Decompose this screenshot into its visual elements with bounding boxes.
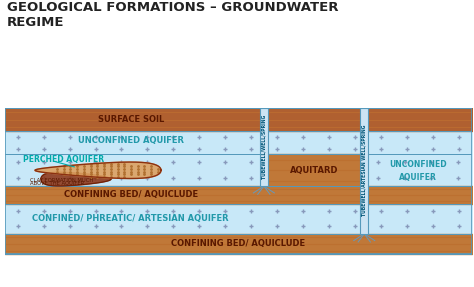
Bar (260, 108, 268, 186)
Text: UNCONFINED AQUIFER: UNCONFINED AQUIFER (78, 136, 184, 145)
Polygon shape (41, 172, 111, 186)
Text: CONFINED/ PHREATIC/ ARTESIAN AQUIFER: CONFINED/ PHREATIC/ ARTESIAN AQUIFER (33, 214, 229, 223)
Text: CONFINING BED/ AQUICLUDE: CONFINING BED/ AQUICLUDE (171, 239, 305, 249)
Text: PERCHED AQUIFER: PERCHED AQUIFER (23, 155, 105, 164)
Text: CLAY FORMATION MUCH: CLAY FORMATION MUCH (30, 178, 94, 183)
Text: UNCONFINED: UNCONFINED (389, 160, 447, 170)
Polygon shape (35, 162, 161, 179)
Text: CONFINING BED/ AQUICLUDE: CONFINING BED/ AQUICLUDE (64, 191, 198, 199)
Bar (5, 108, 472, 254)
Text: TUBEWELL/WELL/SPRING: TUBEWELL/WELL/SPRING (261, 115, 266, 179)
Text: SURFACE SOIL: SURFACE SOIL (98, 115, 164, 124)
Text: ABOVE THE AQUIFER: ABOVE THE AQUIFER (30, 181, 85, 185)
Text: TUBEWELL/ARTESIAN WELL/SPRING: TUBEWELL/ARTESIAN WELL/SPRING (362, 125, 367, 216)
Text: AQUIFER: AQUIFER (399, 173, 437, 182)
Text: GEOLOGICAL FORMATIONS – GROUNDWATER
REGIME: GEOLOGICAL FORMATIONS – GROUNDWATER REGI… (7, 1, 338, 29)
Bar (360, 108, 368, 234)
Text: AQUITARD: AQUITARD (290, 166, 338, 175)
